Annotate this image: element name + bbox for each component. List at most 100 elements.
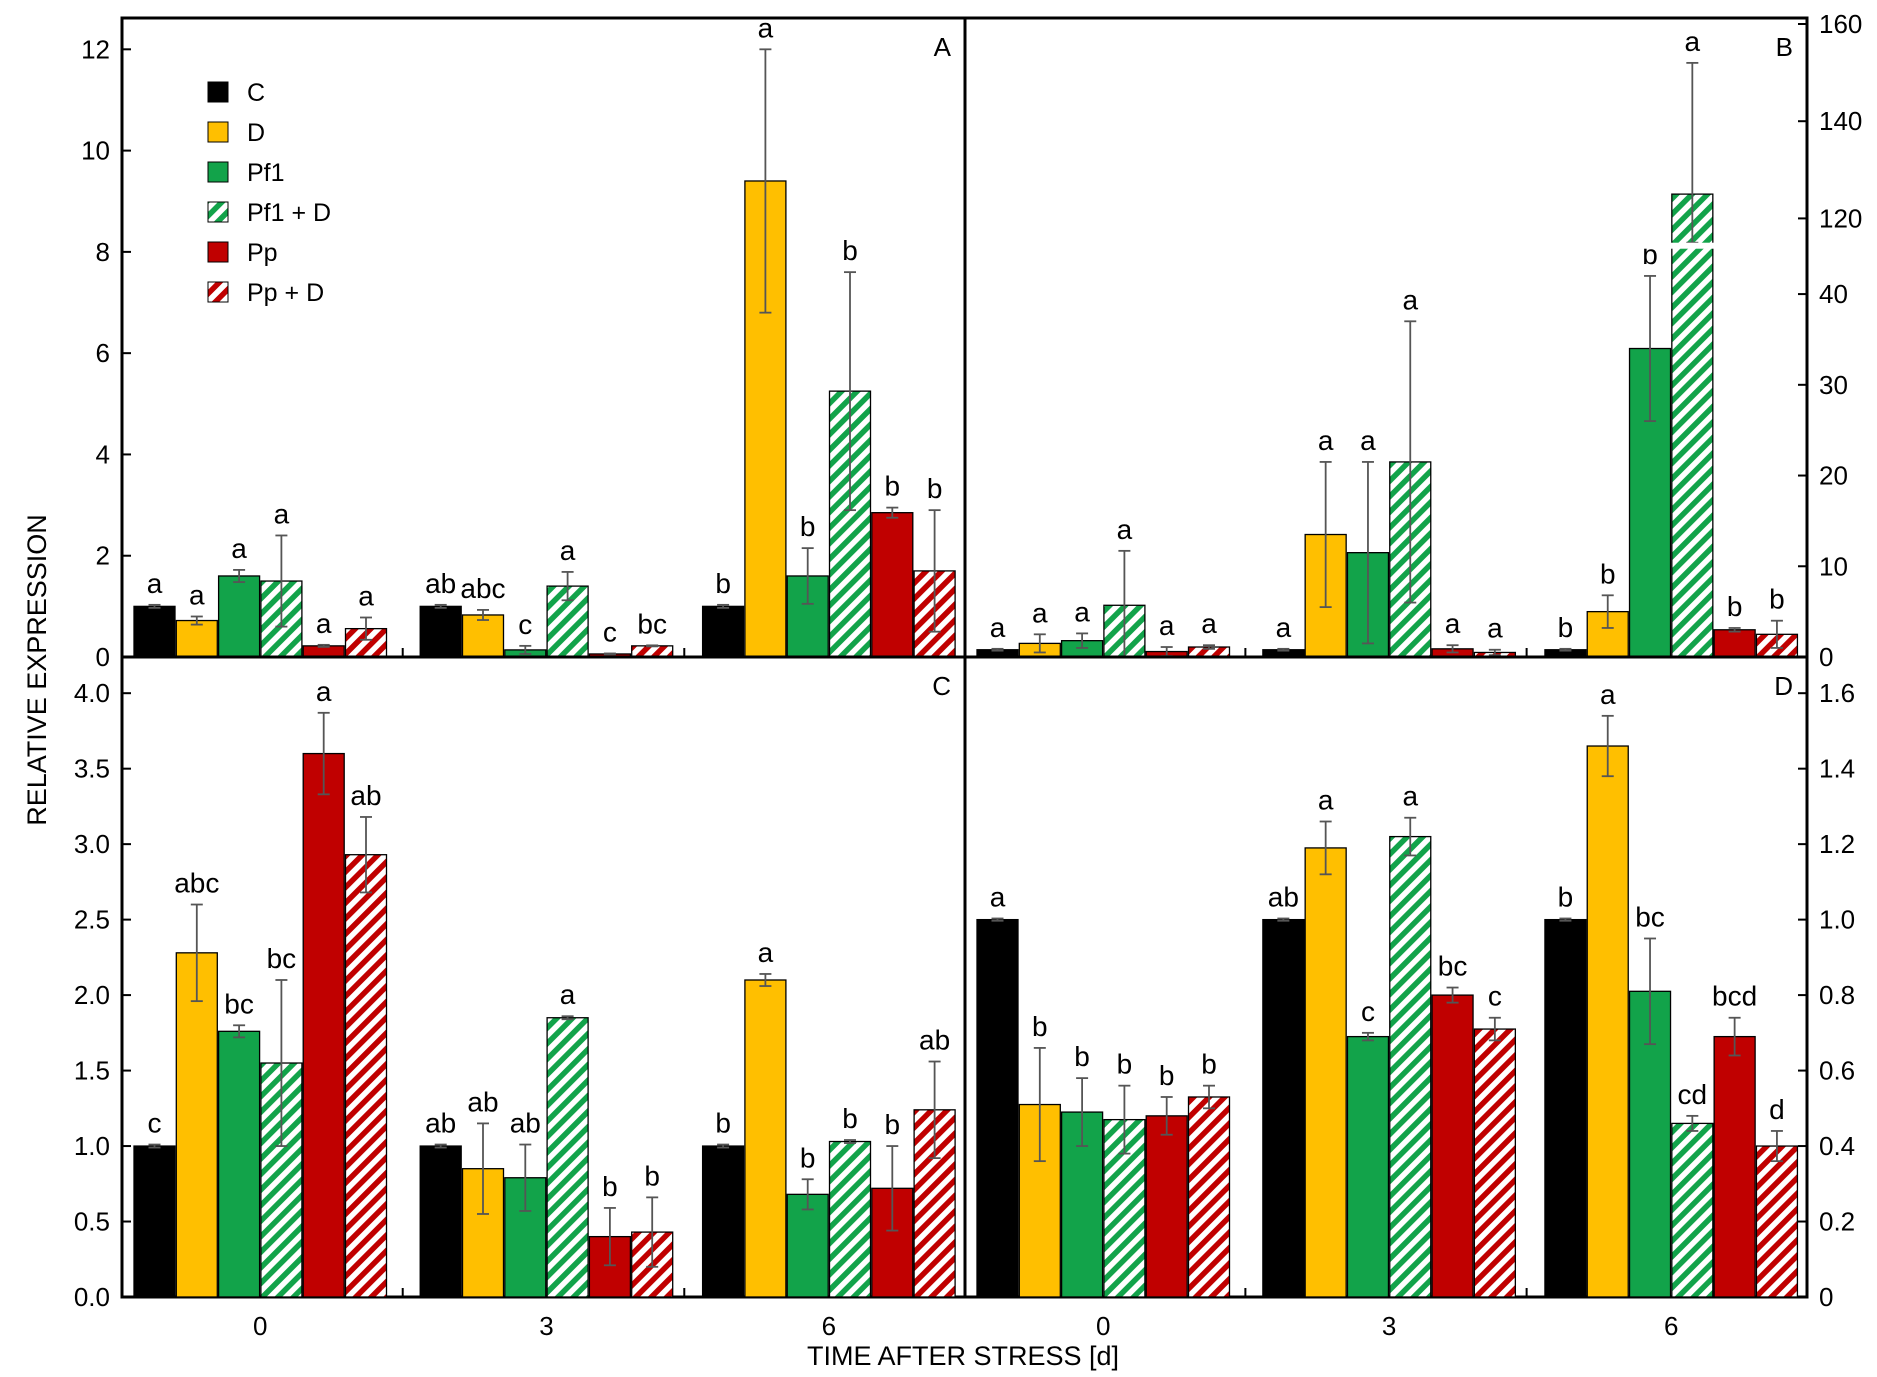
significance-letter: b bbox=[644, 1160, 660, 1191]
significance-letter: c bbox=[603, 616, 617, 647]
significance-letter: cd bbox=[1678, 1079, 1708, 1110]
y-tick-label: 3.0 bbox=[74, 829, 110, 859]
significance-letter: a bbox=[1032, 597, 1048, 628]
significance-letter: bc bbox=[1438, 951, 1468, 982]
legend-label: Pf1 bbox=[247, 159, 285, 187]
significance-letter: b bbox=[800, 511, 816, 542]
y-tick-label: 2.0 bbox=[74, 980, 110, 1010]
y-tick-label: 6 bbox=[96, 338, 110, 368]
y-tick-label: 1.0 bbox=[1819, 905, 1855, 935]
significance-letter: b bbox=[927, 473, 943, 504]
significance-letter: a bbox=[1360, 425, 1376, 456]
bar bbox=[1018, 1103, 1061, 1298]
significance-letter: abc bbox=[460, 573, 505, 604]
y-tick-label: 0.8 bbox=[1819, 980, 1855, 1010]
y-tick-label: 0.2 bbox=[1819, 1207, 1855, 1237]
bar bbox=[1586, 745, 1629, 1298]
legend-label: Pp bbox=[247, 239, 278, 267]
legend-swatch bbox=[207, 281, 229, 303]
panel-D: 00.20.40.60.81.01.21.41.60 3 6Da ab bbaabcbc… bbox=[963, 655, 1855, 1341]
significance-letter: a bbox=[1117, 514, 1133, 545]
significance-letter: a bbox=[990, 612, 1006, 643]
bar bbox=[1346, 1035, 1390, 1298]
significance-letter: ab bbox=[467, 1086, 498, 1117]
significance-letter: b bbox=[842, 1103, 858, 1134]
significance-letter: a bbox=[1201, 608, 1217, 639]
significance-letter: b bbox=[1201, 1049, 1217, 1080]
panel-letter: A bbox=[934, 32, 952, 62]
x-axis-label: TIME AFTER STRESS [d] bbox=[807, 1341, 1119, 1371]
bar bbox=[1262, 918, 1305, 1298]
bar bbox=[546, 1017, 589, 1298]
bar bbox=[419, 605, 462, 658]
bar bbox=[1671, 193, 1714, 658]
bar bbox=[175, 619, 218, 658]
y-tick-label: 1.0 bbox=[74, 1131, 110, 1161]
x-tick-label: 6 bbox=[1664, 1311, 1678, 1341]
y-tick-label: 160 bbox=[1819, 9, 1862, 39]
axis-break-gap bbox=[968, 242, 1804, 249]
significance-letter: a bbox=[316, 608, 332, 639]
significance-letter: a bbox=[1159, 610, 1175, 641]
panel-letter: D bbox=[1774, 671, 1793, 701]
significance-letter: b bbox=[602, 1171, 618, 1202]
x-tick-label: 0 bbox=[253, 1311, 267, 1341]
significance-letter: b bbox=[715, 1108, 731, 1139]
legend-label: Pp + D bbox=[247, 279, 324, 307]
significance-letter: abc bbox=[174, 868, 219, 899]
panel-C: 0.00.51.01.52.02.53.03.54.00 3 6Cc ab babcab… bbox=[74, 655, 967, 1341]
significance-letter: a bbox=[560, 535, 576, 566]
significance-letter: a bbox=[1600, 679, 1616, 710]
bar bbox=[976, 918, 1019, 1298]
significance-letter: bc bbox=[267, 943, 297, 974]
y-axis-label: RELATIVE EXPRESSION bbox=[22, 514, 52, 826]
bar bbox=[1713, 1035, 1756, 1298]
significance-letter: b bbox=[885, 471, 901, 502]
significance-letter: b bbox=[1032, 1011, 1048, 1042]
y-tick-label: 1.4 bbox=[1819, 754, 1855, 784]
significance-letter: a bbox=[231, 533, 247, 564]
bar bbox=[828, 1140, 872, 1298]
significance-letter: bc bbox=[224, 988, 254, 1019]
x-tick-label: 0 bbox=[1096, 1311, 1110, 1341]
legend-swatch bbox=[207, 121, 229, 143]
y-tick-label: 0.6 bbox=[1819, 1056, 1855, 1086]
significance-letter: a bbox=[758, 937, 774, 968]
significance-letter: bc bbox=[637, 608, 667, 639]
significance-letter: a bbox=[189, 579, 205, 610]
significance-letter: a bbox=[560, 979, 576, 1010]
bar bbox=[701, 1145, 745, 1298]
significance-letter: c bbox=[1361, 996, 1375, 1027]
significance-letter: ab bbox=[510, 1108, 541, 1139]
significance-letter: c bbox=[148, 1108, 162, 1139]
significance-letter: b bbox=[1727, 591, 1743, 622]
bar bbox=[133, 605, 176, 658]
significance-letter: b bbox=[1117, 1049, 1133, 1080]
bar bbox=[1304, 847, 1347, 1298]
significance-letter: b bbox=[1769, 584, 1785, 615]
x-tick-label: 6 bbox=[822, 1311, 836, 1341]
y-tick-label: 0.5 bbox=[74, 1207, 110, 1237]
bar bbox=[1473, 1028, 1517, 1298]
x-tick-label: 3 bbox=[539, 1311, 553, 1341]
y-tick-label: 12 bbox=[81, 34, 110, 64]
significance-letter: ab bbox=[919, 1025, 950, 1056]
y-tick-label: 0 bbox=[1819, 1282, 1833, 1312]
significance-letter: a bbox=[990, 881, 1006, 912]
y-tick-label: 4.0 bbox=[74, 678, 110, 708]
bar bbox=[461, 1168, 505, 1298]
significance-letter: a bbox=[147, 568, 163, 599]
legend-swatch bbox=[207, 81, 229, 103]
bar bbox=[217, 1030, 261, 1298]
significance-letter: c bbox=[1488, 981, 1502, 1012]
significance-letter: ab bbox=[1268, 881, 1299, 912]
significance-letter: a bbox=[1445, 608, 1461, 639]
significance-letter: a bbox=[358, 581, 374, 612]
bar bbox=[701, 605, 745, 658]
panel-letter: B bbox=[1776, 32, 1793, 62]
y-tick-label: 1.2 bbox=[1819, 829, 1855, 859]
significance-letter: b bbox=[1600, 558, 1616, 589]
significance-letter: a bbox=[1402, 284, 1418, 315]
